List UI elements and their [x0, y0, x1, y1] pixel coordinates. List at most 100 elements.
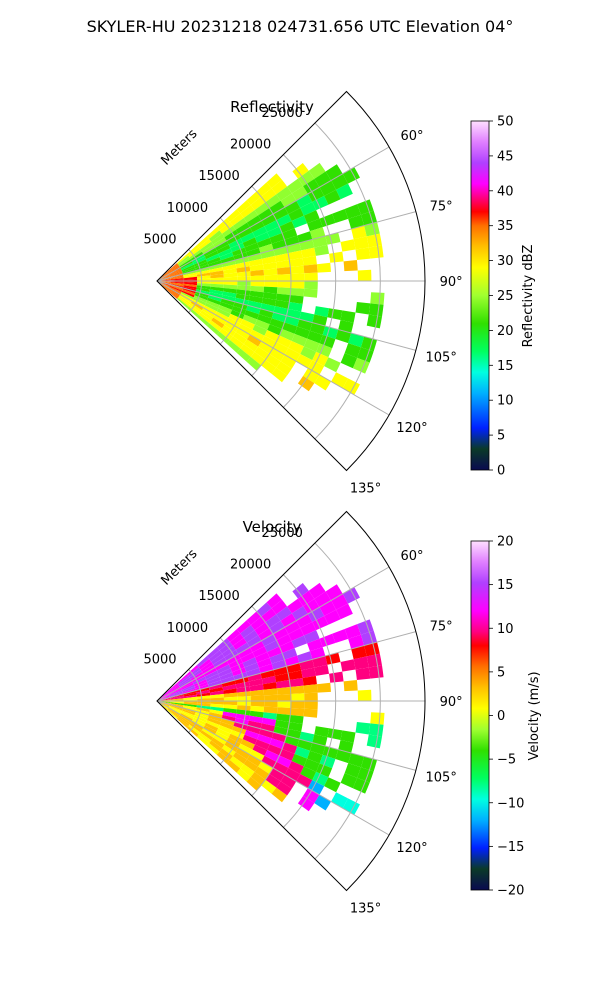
field-cell — [276, 260, 291, 269]
field-cell — [357, 269, 372, 281]
field-cell — [211, 737, 225, 749]
field-cell — [279, 329, 295, 341]
field-cell — [170, 276, 184, 280]
field-cell — [167, 708, 179, 718]
field-cell — [226, 654, 241, 665]
azimuth-tick-label: 120° — [396, 421, 427, 436]
field-cell — [233, 301, 248, 310]
field-cell — [205, 673, 220, 682]
field-cell — [271, 599, 288, 615]
field-cell — [181, 684, 195, 692]
field-cell — [215, 660, 229, 671]
field-cell — [222, 711, 237, 718]
field-cell — [226, 760, 241, 773]
reflectivity-panel: Reflectivity 5000 10000 15000 20000 25000 60… — [143, 90, 536, 497]
field-cell — [207, 714, 222, 722]
field-cell — [368, 303, 384, 317]
field-cell — [179, 294, 192, 303]
field-cell — [233, 252, 248, 261]
field-cell — [219, 641, 233, 654]
field-cell — [170, 701, 184, 704]
field-cell — [224, 229, 239, 241]
colorbar-tick-label: 10 — [497, 622, 514, 637]
field-cell — [223, 284, 238, 290]
field-cell — [207, 717, 221, 726]
field-cell — [284, 620, 301, 635]
field-cell — [169, 691, 183, 697]
field-cell — [324, 609, 341, 625]
field-cell — [260, 249, 275, 259]
azimuth-tick-label: 60° — [400, 129, 423, 144]
field-cell — [242, 237, 258, 248]
field-cell — [261, 608, 277, 623]
field-cell — [216, 244, 231, 254]
field-cell — [327, 728, 343, 741]
field-cell — [314, 171, 332, 188]
field-cell — [221, 680, 236, 688]
field-cell — [360, 630, 378, 646]
field-cell — [196, 287, 210, 293]
field-cell — [368, 723, 384, 737]
field-cell — [301, 247, 316, 258]
field-cell — [246, 725, 261, 735]
field-cell — [210, 701, 224, 705]
field-cell — [216, 331, 230, 344]
field-cell — [360, 210, 378, 226]
field-cell — [269, 620, 285, 634]
field-cell — [290, 701, 305, 709]
field-cell — [263, 706, 278, 714]
field-cell — [204, 302, 219, 312]
field-cell — [257, 734, 272, 745]
azimuth-spoke — [156, 700, 390, 836]
field-cell — [209, 289, 224, 295]
field-cell — [205, 253, 220, 262]
field-cell — [223, 268, 237, 274]
field-cell — [170, 702, 184, 706]
field-cell — [196, 734, 210, 746]
field-cell — [368, 245, 384, 259]
field-cell — [297, 170, 315, 187]
field-cell — [242, 314, 258, 325]
field-cell — [243, 210, 259, 223]
field-cell — [223, 704, 238, 710]
field-cell — [325, 164, 343, 181]
field-cell — [261, 359, 277, 374]
colorbar-tick-label: −5 — [497, 753, 516, 768]
field-cell — [223, 272, 238, 278]
field-cell — [263, 286, 278, 294]
field-cell — [366, 734, 382, 749]
field-cell — [167, 708, 180, 717]
field-cell — [183, 281, 198, 284]
field-cell — [209, 709, 224, 715]
field-cell — [248, 678, 263, 687]
field-cell — [168, 706, 182, 714]
field-cell — [170, 278, 184, 281]
field-cell — [261, 779, 277, 794]
colorbar-tick-label: 15 — [497, 578, 514, 593]
field-cell — [276, 634, 292, 647]
field-cell — [201, 664, 216, 675]
field-cell — [222, 744, 236, 757]
field-cell — [196, 269, 210, 275]
field-cell — [250, 275, 265, 281]
field-cell — [216, 664, 231, 674]
field-cell — [186, 726, 199, 737]
range-tick-label: 10000 — [167, 621, 208, 636]
field-cell — [314, 374, 332, 391]
field-cell — [344, 763, 361, 778]
field-cell — [229, 633, 244, 646]
azimuth-spoke — [156, 280, 390, 416]
field-cell — [190, 671, 204, 681]
field-cell — [195, 289, 210, 295]
field-cell — [269, 738, 285, 750]
field-cell — [250, 285, 265, 293]
reflectivity-title: Reflectivity — [230, 98, 314, 116]
field-cell — [355, 302, 371, 315]
field-cell — [331, 372, 349, 389]
field-cell — [206, 647, 220, 659]
field-cell — [218, 668, 233, 677]
field-cell — [246, 247, 261, 257]
azimuth-tick-label: 135° — [350, 902, 381, 917]
colorbar-tick-label: 20 — [497, 535, 514, 550]
field-cell — [246, 305, 261, 315]
